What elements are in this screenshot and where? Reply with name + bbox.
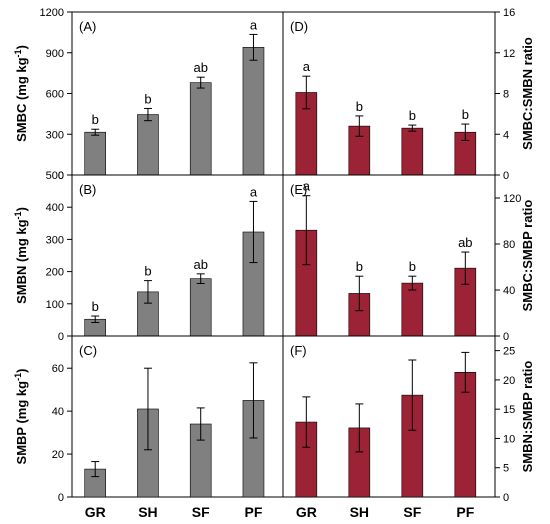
y-tick-label: 1200 [40,7,64,19]
x-category-label: GR [85,504,106,520]
significance-letter: b [409,259,416,274]
bar-gr [84,131,107,176]
panel-label: (F) [290,343,307,358]
y-tick-label: 0 [503,492,509,504]
bar-sf [401,127,424,176]
y-tick-label: 15 [503,404,515,416]
significance-letter: a [250,184,258,199]
significance-letter: b [356,99,363,114]
y-tick-label: 500 [46,170,64,182]
panel-frame [282,335,496,498]
y-tick-label: 40 [503,285,515,297]
panel-label: (B) [79,182,96,197]
y-tick-label: 120 [503,193,521,205]
panel-b: 0 100 200 300 400 500 (B) b b ab a SMBN (mg kg-1) [13,170,284,343]
significance-letter: a [303,59,311,74]
y-tick-label: 300 [46,129,64,141]
x-category-label: SH [350,504,369,520]
y-tick-label: 0 [58,492,64,504]
bar-sf [189,278,212,337]
y-tick-label: 20 [52,449,64,461]
y-tick-label: 40 [52,406,64,418]
y-tick-label: 25 [503,346,515,358]
y-tick-label: 400 [46,202,64,214]
x-category-label: SH [138,504,157,520]
y-tick-label: 200 [46,267,64,279]
bar-sf [401,282,424,337]
significance-letter: b [462,107,469,122]
panel-d: 0 4 8 12 16 (D) a b b b SMBC:SMBN ratio [282,7,535,182]
panel-a: 0 300 600 900 1200 (A) b b ab a SMBC (mg kg-1) [13,7,284,182]
panel-label: (C) [79,343,97,358]
panel-f: 0 5 10 15 20 25 (F) GR SH SF PF SMBN:SMBP ratio [282,335,535,520]
significance-letter: ab [458,235,472,250]
x-category-label: PF [245,504,263,520]
significance-letter: b [144,91,151,106]
significance-letter: a [250,17,258,32]
y-tick-label: 60 [52,363,64,375]
y-tick-label: 10 [503,433,515,445]
significance-letter: ab [193,60,207,75]
y-tick-label: 900 [46,48,64,60]
significance-letter: a [303,179,311,194]
y-tick-label: 80 [503,239,515,251]
x-category-label: GR [296,504,317,520]
significance-letter: b [92,112,99,127]
y-axis-label: SMBN:SMBP ratio [520,361,535,473]
y-axis-label: SMBP (mg kg-1) [13,369,29,465]
significance-letter: b [409,108,416,123]
y-tick-label: 16 [503,7,515,19]
y-tick-label: 600 [46,89,64,101]
y-axis-label: SMBC:SMBN ratio [520,37,535,150]
y-axis-label: SMBC (mg kg-1) [13,45,29,142]
significance-letter: b [144,264,151,279]
y-axis-label: SMBC:SMBP ratio [520,200,535,312]
y-tick-label: 0 [58,170,64,182]
y-tick-label: 5 [503,463,509,475]
y-tick-label: 0 [503,331,509,343]
y-tick-label: 12 [503,48,515,60]
y-tick-label: 8 [503,89,509,101]
panel-label: (E) [290,182,307,197]
panel-c: 0 20 40 60 (C) GR SH SF PF SMBP (mg kg-1) [13,335,284,520]
y-axis-label: SMBN (mg kg-1) [13,207,29,304]
x-category-label: PF [456,504,474,520]
x-category-label: SF [192,504,210,520]
bar-sf [189,82,212,176]
significance-letter: ab [193,257,207,272]
significance-letter: b [92,299,99,314]
significance-letter: b [356,259,363,274]
bar-sh [137,114,159,176]
panel-label: (D) [290,19,308,34]
y-tick-label: 0 [503,170,509,182]
y-tick-label: 300 [46,234,64,246]
y-tick-label: 4 [503,129,509,141]
y-tick-label: 100 [46,299,64,311]
x-category-label: SF [403,504,421,520]
y-tick-label: 20 [503,375,515,387]
panel-label: (A) [79,19,96,34]
bar-pf [242,47,265,176]
y-tick-label: 0 [58,331,64,343]
